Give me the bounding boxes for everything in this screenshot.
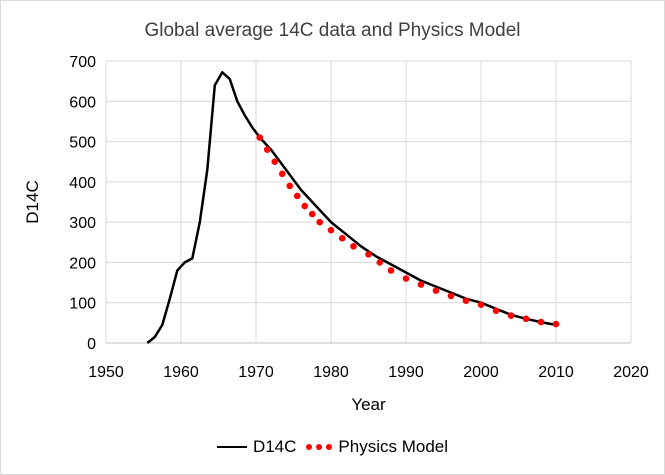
legend: D14C Physics Model	[0, 437, 665, 457]
data-point-physics-model	[417, 281, 425, 288]
data-point-physics-model	[293, 192, 301, 200]
data-point-physics-model	[271, 158, 279, 166]
legend-swatch-line	[216, 446, 247, 448]
x-tick-label: 1990	[388, 364, 424, 381]
data-point-physics-model	[432, 287, 440, 294]
x-tick-label: 1980	[313, 364, 349, 381]
y-axis-label: D14C	[23, 180, 42, 223]
data-point-physics-model	[402, 275, 410, 282]
y-tick-label: 300	[69, 215, 96, 232]
data-point-physics-model	[327, 226, 335, 234]
tick-labels: 0 100 200 300 400 500 600 700 1950 1960 1970 1980 19…	[69, 54, 649, 381]
x-tick-label: 2010	[538, 364, 574, 381]
data-point-physics-model	[286, 182, 294, 190]
chart-title: Global average 14C data and Physics Mode…	[144, 20, 521, 41]
grid-lines	[105, 60, 632, 344]
data-point-physics-model	[278, 170, 286, 178]
y-tick-label: 600	[69, 94, 96, 111]
legend-label-d14c: D14C	[252, 437, 297, 456]
data-point-physics-model	[308, 210, 316, 218]
data-point-physics-model	[256, 134, 264, 141]
x-tick-label: 2020	[613, 364, 649, 381]
data-point-physics-model	[350, 243, 357, 250]
y-tick-label: 0	[87, 336, 96, 353]
data-point-physics-model	[365, 251, 372, 258]
legend-item-d14c: D14C	[216, 437, 297, 457]
data-point-physics-model	[507, 312, 515, 319]
y-tick-label: 400	[69, 175, 96, 192]
axes	[105, 61, 631, 344]
y-tick-label: 200	[69, 255, 96, 272]
data-point-physics-model	[522, 315, 530, 323]
data-point-physics-model	[552, 320, 560, 328]
data-point-physics-model	[301, 202, 309, 210]
data-point-physics-model	[477, 301, 485, 309]
y-tick-label: 700	[69, 54, 96, 71]
data-point-physics-model	[537, 318, 545, 326]
data-point-physics-model	[316, 218, 324, 226]
x-tick-label: 1960	[163, 364, 199, 381]
data-point-physics-model	[447, 292, 455, 300]
series-layer	[146, 71, 560, 344]
data-point-physics-model	[492, 307, 500, 315]
legend-label-physics-model: Physics Model	[338, 437, 449, 456]
data-point-physics-model	[387, 267, 395, 274]
data-point-physics-model	[338, 234, 346, 242]
legend-swatch-dots	[304, 444, 334, 450]
data-point-physics-model	[376, 259, 384, 266]
y-tick-label: 500	[69, 135, 96, 152]
data-point-physics-model	[263, 146, 271, 153]
data-point-physics-model	[462, 297, 470, 305]
y-tick-label: 100	[69, 296, 96, 313]
x-tick-label: 2000	[463, 364, 499, 381]
x-axis-label: Year	[351, 395, 386, 414]
legend-item-physics-model: Physics Model	[304, 437, 448, 457]
x-tick-label: 1970	[238, 364, 274, 381]
x-tick-label: 1950	[88, 364, 124, 381]
